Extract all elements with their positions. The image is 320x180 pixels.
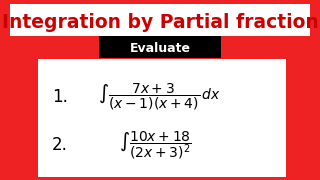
Text: 1.: 1. [52,88,68,106]
FancyBboxPatch shape [99,36,221,58]
Text: Integration by Partial fraction: Integration by Partial fraction [2,14,318,33]
Text: $\int \dfrac{10x+18}{(2x+3)^2}$: $\int \dfrac{10x+18}{(2x+3)^2}$ [119,129,191,161]
Text: Evaluate: Evaluate [130,42,190,55]
FancyBboxPatch shape [38,59,286,177]
FancyBboxPatch shape [10,4,310,36]
Text: $\int \dfrac{7x+3}{(x-1)(x+4)}\,dx$: $\int \dfrac{7x+3}{(x-1)(x+4)}\,dx$ [99,82,221,112]
Text: 2.: 2. [52,136,68,154]
